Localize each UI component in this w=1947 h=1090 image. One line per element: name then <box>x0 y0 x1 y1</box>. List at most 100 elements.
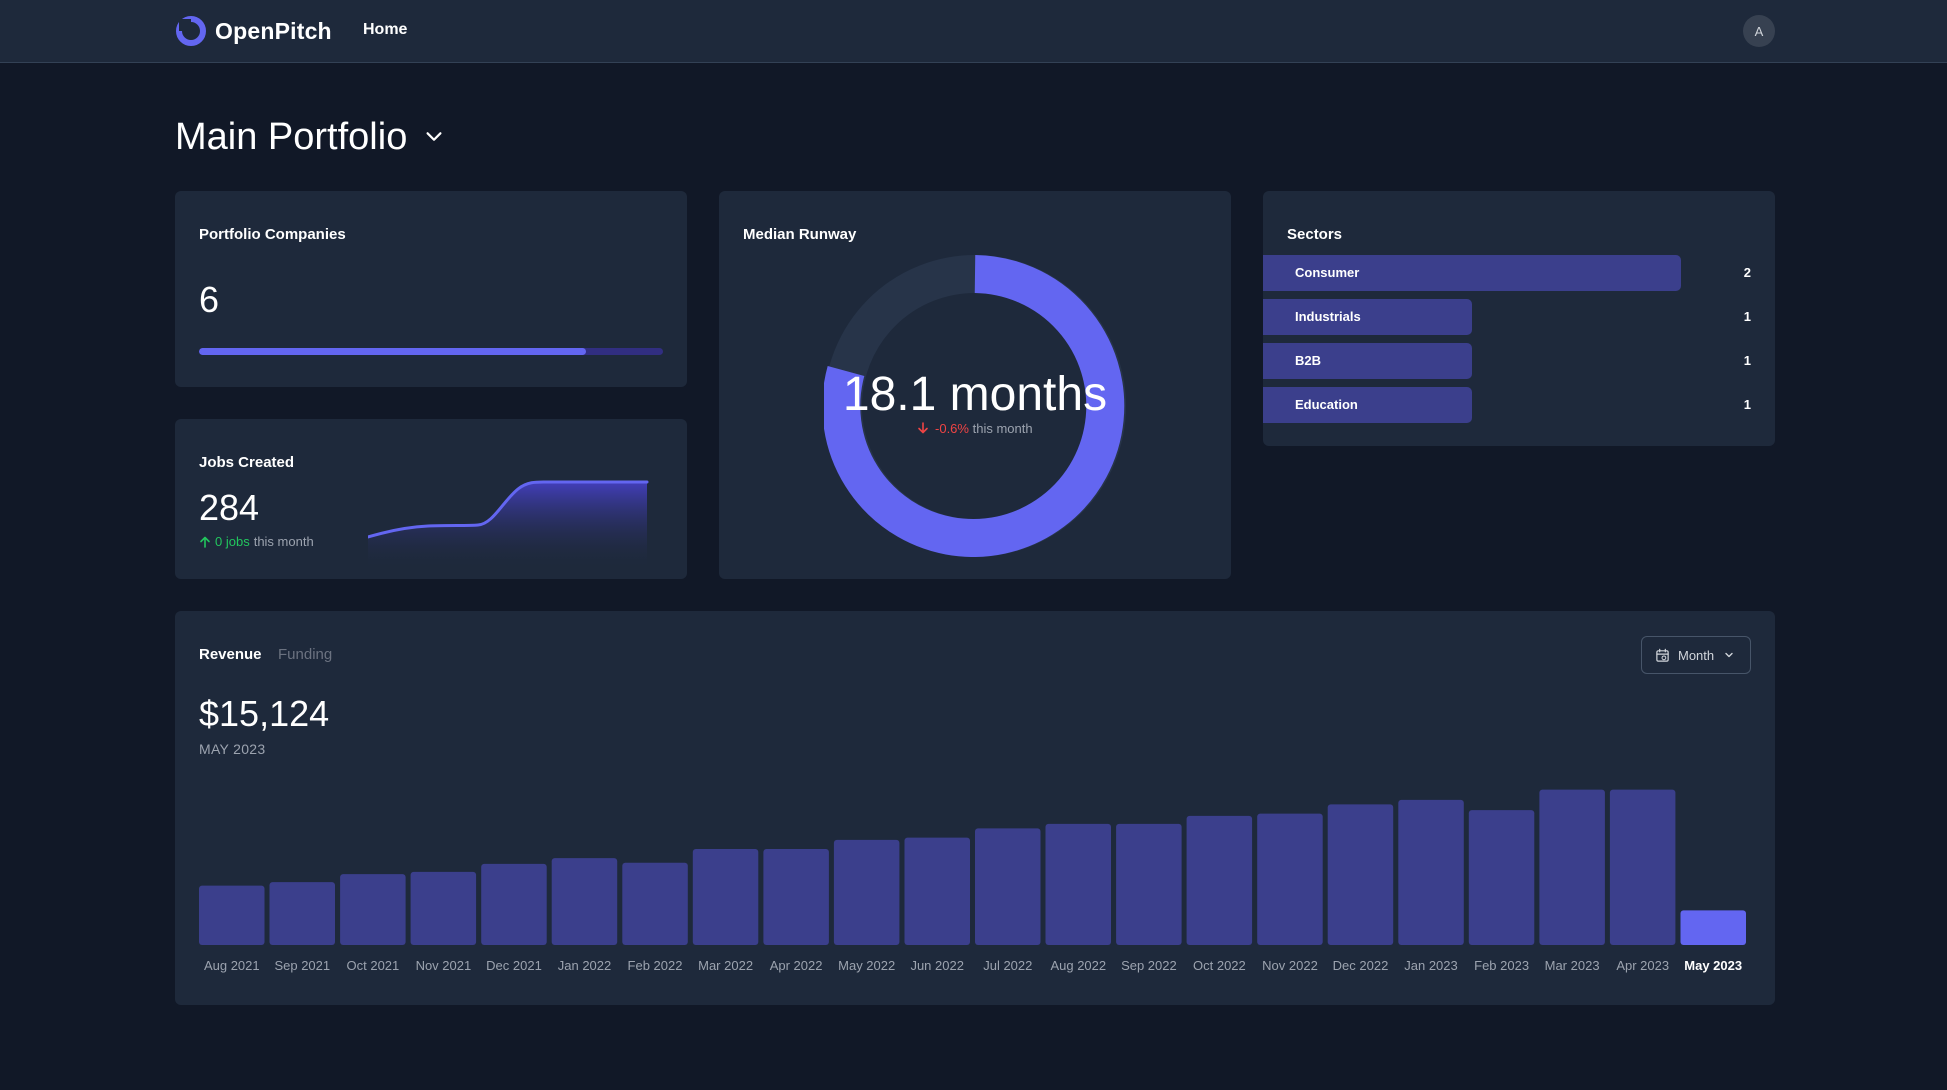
revenue-bar[interactable] <box>904 837 971 945</box>
sector-label: B2B <box>1295 353 1322 368</box>
sector-bar <box>1263 299 1472 335</box>
revenue-bar[interactable] <box>1609 789 1676 945</box>
portfolio-progress-bar <box>199 348 663 355</box>
x-tick-label: Mar 2022 <box>698 958 753 973</box>
runway-value: 18.1 months <box>842 368 1108 421</box>
revenue-card: Revenue Funding Month $15,124 MAY 2023 A… <box>175 611 1775 1005</box>
top-navbar: OpenPitch Home A <box>0 0 1947 63</box>
runway-donut-chart <box>824 255 1126 557</box>
x-tick-label: Dec 2022 <box>1333 958 1389 973</box>
revenue-bar[interactable] <box>1116 823 1182 945</box>
x-tick-label: May 2022 <box>838 958 895 973</box>
sector-count: 1 <box>1743 353 1751 368</box>
sector-count: 1 <box>1743 397 1751 412</box>
revenue-bar[interactable] <box>763 849 829 945</box>
revenue-bar[interactable] <box>1186 815 1253 945</box>
card-title: Portfolio Companies <box>199 226 346 243</box>
revenue-bar[interactable] <box>1257 813 1323 945</box>
sector-bar <box>1263 387 1472 423</box>
revenue-bar[interactable] <box>551 858 618 945</box>
x-tick-label: Jul 2022 <box>983 958 1032 973</box>
jobs-change-suffix: this month <box>253 534 314 549</box>
sector-count: 2 <box>1743 265 1751 280</box>
revenue-bar[interactable] <box>622 862 688 945</box>
sector-bar <box>1263 343 1472 379</box>
jobs-change-value: 0 jobs <box>215 534 250 549</box>
x-tick-label: Jun 2022 <box>910 958 964 973</box>
period-select[interactable]: Month <box>1641 636 1751 674</box>
sector-row-education[interactable]: Education 1 <box>1263 387 1775 423</box>
arrow-up-icon <box>200 536 210 548</box>
brand-name: OpenPitch <box>215 17 332 44</box>
x-tick-label: Aug 2022 <box>1050 958 1106 973</box>
revenue-bar[interactable] <box>1468 810 1535 945</box>
x-tick-label: Sep 2021 <box>274 958 330 973</box>
portfolio-progress-fill <box>199 348 587 355</box>
portfolio-selector[interactable]: Main Portfolio <box>175 112 445 162</box>
revenue-bar[interactable] <box>199 885 265 945</box>
jobs-created-card: Jobs Created 284 0 jobs this month <box>175 419 687 579</box>
chevron-down-icon <box>426 132 442 141</box>
revenue-bar[interactable] <box>1327 804 1394 945</box>
avatar[interactable]: A <box>1743 15 1775 47</box>
revenue-bar-chart: Aug 2021 Sep 2021 Oct 2021 Nov 2021 Dec 2021… <box>199 789 1747 973</box>
revenue-bar[interactable] <box>269 882 336 945</box>
revenue-period: MAY 2023 <box>199 741 266 757</box>
revenue-bar[interactable] <box>692 849 759 945</box>
portfolio-companies-card: Portfolio Companies 6 <box>175 191 687 387</box>
brand[interactable]: OpenPitch <box>175 15 332 47</box>
x-tick-label: Apr 2023 <box>1616 958 1669 973</box>
revenue-bar[interactable] <box>975 828 1041 945</box>
sector-count: 1 <box>1743 309 1751 324</box>
runway-change: -0.6% this month <box>719 421 1231 436</box>
x-tick-label: Nov 2021 <box>416 958 472 973</box>
sector-label: Industrials <box>1295 309 1361 324</box>
sector-row-b2b[interactable]: B2B 1 <box>1263 343 1775 379</box>
x-tick-label: Oct 2022 <box>1193 958 1246 973</box>
x-tick-label: Nov 2022 <box>1262 958 1318 973</box>
card-title: Jobs Created <box>199 454 295 471</box>
revenue-bar[interactable] <box>833 839 900 945</box>
revenue-value: $15,124 <box>199 693 330 734</box>
runway-change-value: -0.6% <box>935 421 969 436</box>
card-title: Sectors <box>1287 226 1343 243</box>
runway-change-suffix: this month <box>972 421 1033 436</box>
brand-logo-icon <box>176 16 206 46</box>
sector-row-industrials[interactable]: Industrials 1 <box>1263 299 1775 335</box>
nav-home-link[interactable]: Home <box>363 21 408 38</box>
x-tick-label: Sep 2022 <box>1121 958 1177 973</box>
revenue-bar[interactable] <box>410 871 477 945</box>
sector-label: Consumer <box>1295 265 1360 280</box>
sector-bar <box>1263 255 1681 291</box>
period-select-value: Month <box>1678 647 1715 663</box>
revenue-bar[interactable] <box>1398 799 1464 945</box>
x-tick-label: Oct 2021 <box>347 958 400 973</box>
revenue-bar[interactable] <box>481 863 547 945</box>
sector-label: Education <box>1295 397 1358 412</box>
page-title: Main Portfolio <box>175 115 408 158</box>
jobs-sparkline <box>368 480 649 569</box>
sectors-card: Sectors Consumer 2 Industrials 1 B2B 1 E… <box>1263 191 1775 446</box>
median-runway-card: Median Runway 18.1 months -0.6% this mon… <box>719 191 1231 579</box>
x-tick-label: Aug 2021 <box>204 958 260 973</box>
x-tick-label: Mar 2023 <box>1545 958 1600 973</box>
calendar-icon <box>1656 648 1669 662</box>
revenue-bar[interactable] <box>1539 789 1605 945</box>
x-tick-label: Jan 2022 <box>558 958 612 973</box>
x-tick-label: May 2023 <box>1684 958 1742 973</box>
portfolio-companies-value: 6 <box>199 279 220 320</box>
card-title: Median Runway <box>743 226 857 243</box>
tab-funding[interactable]: Funding <box>278 646 333 663</box>
chevron-down-icon <box>1725 652 1733 658</box>
x-tick-label: Feb 2022 <box>628 958 683 973</box>
arrow-down-icon <box>918 422 929 434</box>
revenue-bar[interactable] <box>340 874 406 945</box>
revenue-bar[interactable] <box>1680 910 1747 945</box>
x-tick-label: Feb 2023 <box>1474 958 1529 973</box>
sector-row-consumer[interactable]: Consumer 2 <box>1263 255 1775 291</box>
tab-revenue[interactable]: Revenue <box>199 646 262 663</box>
revenue-bar[interactable] <box>1045 823 1112 945</box>
jobs-created-value: 284 <box>199 487 260 528</box>
x-tick-label: Dec 2021 <box>486 958 542 973</box>
x-tick-label: Apr 2022 <box>770 958 823 973</box>
